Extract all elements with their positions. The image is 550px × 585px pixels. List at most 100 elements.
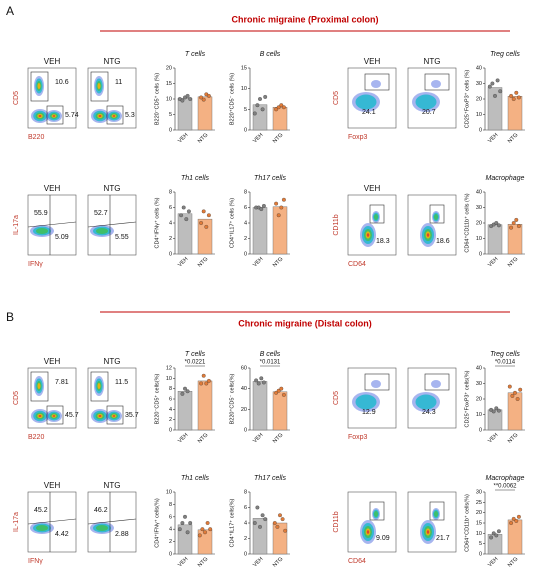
cell-density [374, 214, 378, 220]
y-tick-label: 40 [476, 365, 482, 371]
data-point [179, 213, 184, 218]
data-point [188, 521, 193, 525]
y-tick-label: 6 [169, 205, 172, 211]
gate [369, 204, 385, 224]
data-point [272, 521, 277, 525]
bar [177, 391, 193, 431]
gate [90, 71, 109, 102]
significance-label: *0.0114 [495, 360, 516, 366]
bar [507, 519, 523, 555]
y-tick-label: 30 [476, 205, 482, 211]
data-point [258, 97, 262, 101]
flow-x-label: Foxp3 [348, 134, 368, 141]
gate-value: 45.7 [65, 412, 79, 419]
panel-label: B [6, 310, 14, 324]
chart-title: T cells [185, 51, 206, 58]
data-point [263, 94, 268, 99]
data-point [208, 527, 213, 532]
cell-density [366, 530, 370, 534]
flow-x-label: IFNγ [28, 558, 43, 565]
chart-title: Macrophage [486, 475, 525, 482]
data-point [495, 78, 500, 83]
y-tick-label: 2 [169, 236, 172, 242]
data-point [275, 524, 280, 529]
panel-label: A [6, 4, 14, 18]
data-point [493, 93, 497, 98]
data-point [276, 388, 281, 393]
cell-density [37, 383, 41, 389]
y-tick-label: 0 [479, 551, 482, 557]
data-point [516, 95, 521, 100]
bar [487, 224, 503, 255]
data-point [518, 387, 523, 392]
y-tick-label: 10 [241, 86, 247, 92]
y-tick-label: 5 [479, 541, 482, 547]
gate-value: 11.5 [115, 379, 128, 386]
cell-density [52, 115, 56, 117]
y-tick-label: 30 [476, 381, 482, 387]
chart-title: Th1 cells [181, 475, 210, 482]
y-tick-label: 10 [166, 489, 172, 495]
y-tick-label: 20 [476, 96, 482, 102]
data-point [498, 89, 503, 94]
flow-x-label: CD64 [348, 261, 366, 268]
data-point [261, 380, 266, 385]
data-point [280, 517, 285, 522]
y-tick-label: 15 [241, 65, 247, 71]
cell-density [36, 228, 48, 234]
y-tick-label: 2 [169, 539, 172, 545]
data-point [205, 521, 210, 525]
data-point [494, 533, 499, 538]
bar [197, 96, 213, 131]
bar [272, 522, 288, 555]
quadrant-line [27, 221, 77, 228]
data-point [487, 84, 492, 89]
data-point [516, 514, 521, 519]
data-point [185, 93, 190, 98]
gate-value: 12.9 [362, 409, 376, 416]
bar [252, 381, 268, 431]
flow-x-label: B220 [28, 434, 44, 441]
cell-density [38, 114, 42, 118]
flow-plot-label: VEH [44, 357, 61, 366]
cell-density [431, 80, 441, 88]
y-axis-label: CD4⁺IL17⁺ cells (%) [228, 198, 235, 248]
data-point [281, 197, 286, 202]
flow-y-label: CD11b [333, 511, 340, 532]
data-point [509, 225, 514, 230]
y-tick-label: 0 [244, 551, 247, 557]
data-point [200, 527, 205, 532]
y-tick-label: 10 [166, 96, 172, 102]
flow-x-label: IFNγ [28, 261, 43, 268]
flow-plot-label: NTG [104, 184, 121, 193]
cell-density [434, 511, 438, 517]
gate-value: 45.2 [34, 507, 48, 514]
data-point [206, 93, 211, 98]
y-tick-label: 20 [476, 396, 482, 402]
significance-label: *0.0221 [185, 360, 206, 366]
gate-value: 18.3 [376, 238, 390, 245]
data-point [203, 530, 207, 535]
bar [272, 391, 288, 431]
data-point [258, 524, 262, 529]
data-point [180, 391, 185, 396]
data-point [252, 521, 257, 525]
y-axis-label: CD4⁺IFNγ⁺ cells (%) [153, 197, 160, 248]
gate [424, 73, 450, 91]
data-point [507, 384, 512, 389]
y-tick-label: 8 [169, 502, 172, 508]
gate [424, 373, 450, 391]
data-point [255, 505, 260, 510]
data-point [509, 93, 514, 98]
y-axis-label: B220⁻CD5⁺ cells(%) [153, 373, 160, 424]
gate [429, 501, 445, 521]
data-point [274, 107, 279, 112]
flow-x-label: B220 [28, 134, 44, 141]
bar [177, 213, 193, 255]
data-point [511, 97, 516, 101]
cell-density [415, 94, 437, 110]
y-tick-label: 8 [169, 189, 172, 195]
data-point [496, 408, 501, 413]
flow-frame [407, 367, 457, 429]
y-tick-label: 10 [476, 236, 482, 242]
